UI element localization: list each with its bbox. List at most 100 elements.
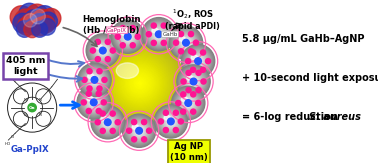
Ellipse shape <box>163 113 179 130</box>
Ellipse shape <box>181 96 196 111</box>
Ellipse shape <box>179 94 197 112</box>
Ellipse shape <box>82 77 87 82</box>
Ellipse shape <box>157 107 185 136</box>
Ellipse shape <box>90 99 97 106</box>
Ellipse shape <box>184 99 192 107</box>
Ellipse shape <box>188 49 194 54</box>
Ellipse shape <box>102 45 178 121</box>
Ellipse shape <box>96 40 183 127</box>
Ellipse shape <box>187 50 209 72</box>
Ellipse shape <box>195 59 201 64</box>
Text: $^1$O$_2$, ROS: $^1$O$_2$, ROS <box>172 7 214 21</box>
Ellipse shape <box>99 47 106 54</box>
Text: Ga: Ga <box>29 106 36 110</box>
Ellipse shape <box>146 32 151 37</box>
Text: N: N <box>38 98 41 102</box>
Ellipse shape <box>127 70 153 96</box>
Ellipse shape <box>127 118 152 143</box>
Ellipse shape <box>81 100 86 105</box>
Ellipse shape <box>106 121 109 124</box>
Ellipse shape <box>175 90 201 116</box>
Ellipse shape <box>188 76 199 87</box>
Ellipse shape <box>98 45 108 56</box>
Ellipse shape <box>128 120 150 141</box>
Ellipse shape <box>120 43 125 48</box>
Ellipse shape <box>177 92 199 114</box>
Ellipse shape <box>183 98 193 108</box>
Ellipse shape <box>134 78 146 89</box>
Ellipse shape <box>141 137 147 142</box>
Ellipse shape <box>134 126 144 136</box>
Ellipse shape <box>116 60 163 107</box>
Ellipse shape <box>193 81 194 82</box>
Ellipse shape <box>186 88 191 93</box>
Ellipse shape <box>147 23 170 46</box>
Ellipse shape <box>126 117 152 144</box>
Ellipse shape <box>189 52 207 70</box>
Ellipse shape <box>182 45 214 77</box>
Text: GaHb: GaHb <box>163 32 178 37</box>
Ellipse shape <box>186 74 201 89</box>
Ellipse shape <box>197 59 200 63</box>
Ellipse shape <box>78 63 111 96</box>
Ellipse shape <box>124 116 154 146</box>
Ellipse shape <box>130 122 148 140</box>
Ellipse shape <box>90 75 99 85</box>
Ellipse shape <box>178 34 194 51</box>
Ellipse shape <box>87 96 93 101</box>
Ellipse shape <box>153 28 164 40</box>
Ellipse shape <box>115 59 164 108</box>
Ellipse shape <box>178 31 184 37</box>
Ellipse shape <box>94 108 122 136</box>
Ellipse shape <box>34 6 55 27</box>
Ellipse shape <box>98 112 118 132</box>
Ellipse shape <box>172 29 200 57</box>
Ellipse shape <box>201 79 206 84</box>
Ellipse shape <box>182 70 205 93</box>
Ellipse shape <box>161 40 166 45</box>
Ellipse shape <box>21 13 41 33</box>
Ellipse shape <box>101 116 107 121</box>
Ellipse shape <box>158 33 160 35</box>
Ellipse shape <box>84 69 105 91</box>
Ellipse shape <box>121 64 159 102</box>
Ellipse shape <box>136 127 143 134</box>
Ellipse shape <box>183 97 194 109</box>
Ellipse shape <box>37 15 55 33</box>
Ellipse shape <box>89 74 100 86</box>
Ellipse shape <box>195 58 201 64</box>
Ellipse shape <box>105 49 174 118</box>
Ellipse shape <box>85 71 104 89</box>
Ellipse shape <box>89 97 99 107</box>
Ellipse shape <box>96 108 101 114</box>
Ellipse shape <box>181 97 188 102</box>
Ellipse shape <box>136 128 142 133</box>
Ellipse shape <box>93 107 123 137</box>
Ellipse shape <box>136 127 143 134</box>
Ellipse shape <box>176 90 201 116</box>
Ellipse shape <box>185 48 211 74</box>
Ellipse shape <box>158 119 163 124</box>
Ellipse shape <box>141 119 147 125</box>
Ellipse shape <box>177 34 195 52</box>
Text: = 6-log reduction: = 6-log reduction <box>242 112 341 122</box>
Ellipse shape <box>87 72 102 87</box>
Ellipse shape <box>85 94 102 111</box>
Ellipse shape <box>99 113 117 131</box>
Ellipse shape <box>99 46 107 55</box>
Ellipse shape <box>200 67 206 72</box>
Ellipse shape <box>81 90 106 115</box>
Ellipse shape <box>88 73 101 87</box>
Ellipse shape <box>121 31 127 35</box>
Text: Hemoglobin: Hemoglobin <box>82 15 141 24</box>
Text: 405 nm
light: 405 nm light <box>6 56 45 76</box>
Ellipse shape <box>185 42 187 44</box>
Ellipse shape <box>84 92 104 112</box>
Ellipse shape <box>161 23 166 28</box>
Ellipse shape <box>24 10 44 29</box>
Text: N: N <box>38 113 41 117</box>
Ellipse shape <box>135 79 144 88</box>
Ellipse shape <box>90 76 99 84</box>
Ellipse shape <box>187 102 189 104</box>
Ellipse shape <box>99 42 181 124</box>
